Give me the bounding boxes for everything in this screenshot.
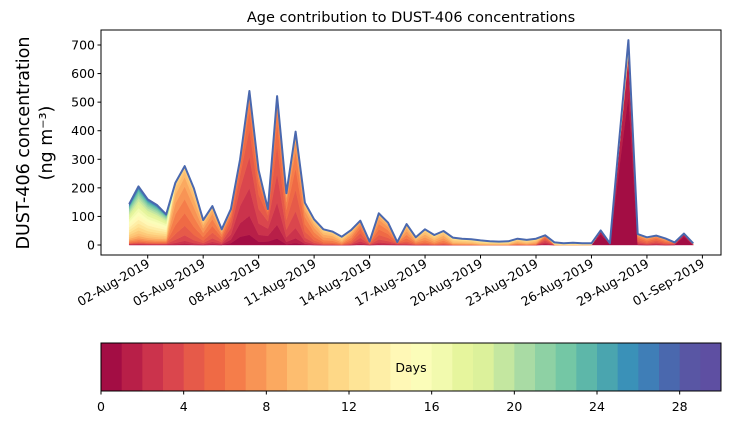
y-axis-label-units: (ng m⁻³) — [37, 106, 57, 181]
y-tick-label: 300 — [71, 152, 95, 167]
colorbar-swatch-day-3 — [163, 343, 185, 391]
colorbar-swatch-day-19 — [493, 343, 515, 391]
colorbar-tick-label: 28 — [672, 399, 688, 414]
colorbar-swatch-day-21 — [535, 343, 557, 391]
colorbar-swatch-day-23 — [576, 343, 598, 391]
colorbar-swatch-day-0 — [101, 343, 123, 391]
colorbar-tick-label: 12 — [341, 399, 357, 414]
colorbar-swatch-day-22 — [555, 343, 577, 391]
colorbar-swatch-day-15 — [411, 343, 433, 391]
colorbar-tick-label: 16 — [424, 399, 440, 414]
chart-title: Age contribution to DUST-406 concentrati… — [247, 10, 575, 26]
colorbar-tick-label: 24 — [589, 399, 605, 414]
colorbar-swatch-day-18 — [473, 343, 495, 391]
y-tick-label: 400 — [71, 123, 95, 138]
colorbar-swatch-day-27 — [659, 343, 681, 391]
colorbar-swatch-day-4 — [183, 343, 205, 391]
colorbar-tick-label: 4 — [180, 399, 188, 414]
y-tick-label: 500 — [71, 95, 95, 110]
colorbar — [101, 343, 722, 391]
colorbar-swatch-day-25 — [617, 343, 639, 391]
colorbar-swatch-day-12 — [349, 343, 371, 391]
y-tick-label: 100 — [71, 209, 95, 224]
age-layer-day-8 — [128, 52, 694, 246]
colorbar-swatch-day-11 — [328, 343, 350, 391]
y-tick-label: 700 — [71, 38, 95, 53]
colorbar-swatch-day-13 — [369, 343, 391, 391]
colorbar-swatch-day-7 — [245, 343, 267, 391]
plot-frame — [100, 29, 722, 256]
colorbar-frame — [100, 342, 722, 392]
stacked-area-layers — [128, 40, 694, 246]
colorbar-tick-label: 8 — [262, 399, 270, 414]
colorbar-swatch-day-20 — [514, 343, 536, 391]
y-tick-label: 600 — [71, 66, 95, 81]
colorbar-ticks: 0 4 8 12 16 20 24 28 — [97, 391, 688, 414]
colorbar-label: Days — [395, 360, 426, 375]
colorbar-swatch-day-6 — [225, 343, 247, 391]
colorbar-swatch-day-29 — [700, 343, 722, 391]
y-tick-label: 0 — [87, 238, 95, 253]
colorbar-tick-label: 0 — [97, 399, 105, 414]
colorbar-swatch-day-2 — [142, 343, 164, 391]
y-axis-label: DUST-406 concentration — [14, 37, 34, 250]
colorbar-swatch-day-1 — [121, 343, 143, 391]
x-axis: 02-Aug-201905-Aug-201908-Aug-201911-Aug-… — [75, 255, 707, 309]
total-concentration-line — [128, 39, 694, 245]
y-tick-label: 200 — [71, 180, 95, 195]
colorbar-swatch-day-24 — [597, 343, 619, 391]
colorbar-swatch-day-5 — [204, 343, 226, 391]
colorbar-swatch-day-26 — [638, 343, 660, 391]
colorbar-swatch-day-14 — [390, 343, 412, 391]
colorbar-swatch-day-16 — [431, 343, 453, 391]
y-axis: 0 100 200 300 400 500 600 700 — [71, 38, 101, 253]
colorbar-swatch-day-9 — [287, 343, 309, 391]
colorbar-swatch-day-10 — [307, 343, 329, 391]
colorbar-tick-label: 20 — [506, 399, 522, 414]
colorbar-swatch-day-28 — [679, 343, 701, 391]
colorbar-swatch-day-8 — [266, 343, 288, 391]
colorbar-swatch-day-17 — [452, 343, 474, 391]
